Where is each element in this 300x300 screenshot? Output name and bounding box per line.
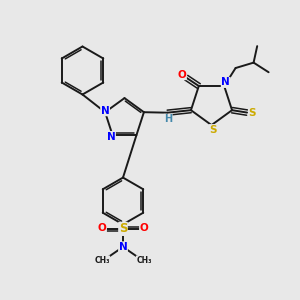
Text: N: N (101, 106, 110, 116)
Text: N: N (118, 242, 127, 252)
Text: S: S (119, 222, 127, 236)
Text: H: H (164, 114, 172, 124)
Text: N: N (106, 131, 116, 142)
Text: N: N (221, 77, 230, 87)
Text: O: O (98, 223, 106, 233)
Text: CH₃: CH₃ (136, 256, 152, 265)
Text: CH₃: CH₃ (94, 256, 110, 265)
Text: O: O (140, 223, 148, 233)
Text: O: O (178, 70, 186, 80)
Text: S: S (249, 108, 256, 118)
Text: S: S (209, 124, 217, 135)
